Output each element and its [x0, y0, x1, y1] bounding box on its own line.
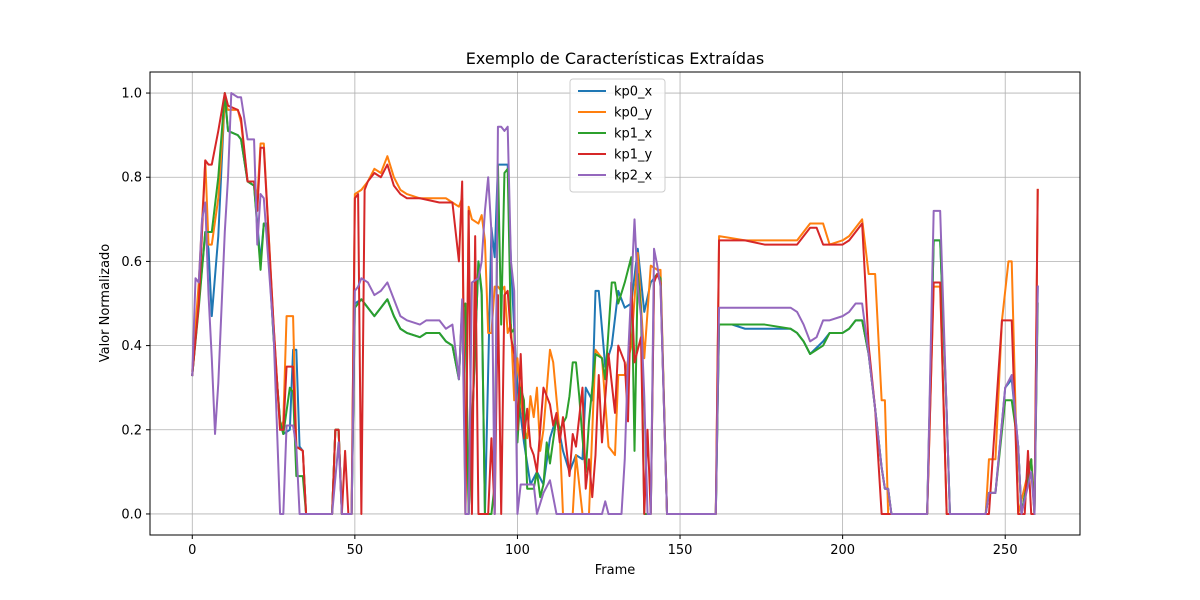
legend-box	[569, 78, 666, 193]
x-axis-label: Frame	[595, 563, 636, 578]
axis-ticks: 0 50 100 150 200 250 0.0 0.2 0.4 0.6 0.8 1.0	[121, 87, 1017, 558]
y-tick-label: 0.6	[121, 255, 142, 270]
y-axis-label: Valor Normalizado	[98, 244, 113, 363]
y-tick-label: 1.0	[121, 87, 142, 102]
legend-label: kp0_y	[614, 106, 653, 121]
x-tick-label: 250	[993, 543, 1018, 558]
legend-label: kp2_x	[614, 169, 653, 184]
x-tick-label: 200	[830, 543, 855, 558]
y-tick-label: 0.8	[121, 171, 142, 186]
x-tick-label: 50	[347, 543, 364, 558]
legend-label: kp0_x	[614, 85, 653, 100]
y-tick-label: 0.2	[121, 423, 142, 438]
x-tick-label: 100	[505, 543, 530, 558]
plot-frame	[149, 71, 1081, 536]
series-line-kp2-x	[191, 92, 1039, 515]
y-tick-label: 0.4	[121, 339, 142, 354]
y-tick-label: 0.0	[121, 507, 142, 522]
x-tick-label: 150	[668, 543, 693, 558]
chart-title: Exemplo de Características Extraídas	[466, 49, 764, 68]
series-line-kp0-y	[191, 100, 1039, 515]
legend: kp0_x kp0_y kp1_x kp1_y kp2_x	[569, 78, 666, 193]
legend-label: kp1_y	[614, 148, 653, 163]
series-lines	[191, 92, 1039, 515]
x-tick-label: 0	[188, 543, 196, 558]
legend-label: kp1_x	[614, 127, 653, 142]
